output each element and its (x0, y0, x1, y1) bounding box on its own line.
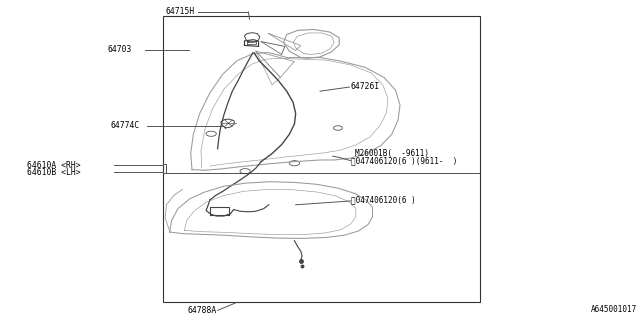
Text: 64610A <RH>: 64610A <RH> (27, 161, 81, 170)
Text: A645001017: A645001017 (591, 305, 637, 314)
Text: M26001B(  -9611): M26001B( -9611) (355, 149, 429, 158)
Text: 64715H: 64715H (165, 7, 195, 16)
Text: 64774C: 64774C (110, 121, 140, 130)
Text: 64788A: 64788A (188, 306, 217, 315)
Text: 64703: 64703 (108, 45, 132, 54)
Bar (163, 16, 480, 302)
Text: Ⓢ047406120(6 )(9611-  ): Ⓢ047406120(6 )(9611- ) (351, 156, 458, 165)
Text: 64610B <LH>: 64610B <LH> (27, 168, 81, 177)
Text: 64726I: 64726I (351, 82, 380, 91)
Text: Ⓢ047406120(6 ): Ⓢ047406120(6 ) (351, 196, 416, 204)
